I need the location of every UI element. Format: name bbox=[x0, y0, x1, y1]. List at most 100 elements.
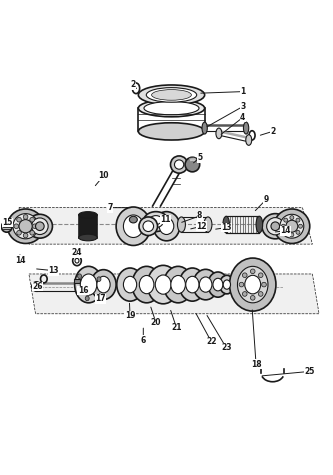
Ellipse shape bbox=[138, 123, 205, 140]
Ellipse shape bbox=[80, 274, 97, 295]
Ellipse shape bbox=[186, 276, 199, 293]
Ellipse shape bbox=[17, 230, 21, 235]
Text: 2: 2 bbox=[270, 127, 275, 136]
Polygon shape bbox=[19, 208, 312, 244]
Ellipse shape bbox=[219, 276, 234, 294]
Ellipse shape bbox=[202, 122, 207, 134]
Text: 10: 10 bbox=[98, 171, 109, 180]
Ellipse shape bbox=[267, 218, 284, 235]
Ellipse shape bbox=[36, 222, 44, 230]
Bar bbox=[79, 215, 97, 238]
Ellipse shape bbox=[14, 224, 19, 228]
Ellipse shape bbox=[284, 218, 288, 222]
Ellipse shape bbox=[290, 216, 294, 219]
Ellipse shape bbox=[250, 269, 255, 274]
Ellipse shape bbox=[85, 296, 89, 301]
Ellipse shape bbox=[245, 276, 261, 294]
Text: 12: 12 bbox=[196, 222, 207, 231]
Ellipse shape bbox=[23, 233, 28, 238]
Ellipse shape bbox=[242, 292, 247, 296]
Ellipse shape bbox=[174, 160, 184, 169]
Text: 21: 21 bbox=[171, 323, 182, 332]
Text: 23: 23 bbox=[221, 343, 231, 352]
Text: 25: 25 bbox=[304, 367, 314, 376]
Text: 13: 13 bbox=[49, 266, 59, 275]
Bar bbox=[226, 216, 259, 233]
Ellipse shape bbox=[30, 218, 35, 222]
Ellipse shape bbox=[147, 266, 179, 304]
Ellipse shape bbox=[33, 224, 37, 228]
Ellipse shape bbox=[177, 217, 185, 232]
Bar bbox=[74, 279, 80, 283]
Ellipse shape bbox=[91, 270, 116, 300]
Ellipse shape bbox=[130, 216, 137, 223]
Text: 15: 15 bbox=[2, 218, 13, 227]
Ellipse shape bbox=[185, 157, 200, 172]
Ellipse shape bbox=[208, 272, 228, 297]
Text: 19: 19 bbox=[125, 311, 135, 320]
Text: 24: 24 bbox=[72, 248, 82, 257]
Ellipse shape bbox=[152, 90, 191, 100]
Text: 26: 26 bbox=[33, 282, 43, 291]
Text: 8: 8 bbox=[197, 211, 202, 220]
Ellipse shape bbox=[155, 275, 171, 294]
Ellipse shape bbox=[159, 218, 174, 235]
Ellipse shape bbox=[286, 220, 298, 232]
Ellipse shape bbox=[298, 224, 302, 228]
Text: 14: 14 bbox=[280, 227, 290, 236]
Ellipse shape bbox=[250, 295, 255, 300]
Ellipse shape bbox=[139, 217, 158, 236]
Text: 2: 2 bbox=[131, 80, 136, 89]
Text: 18: 18 bbox=[251, 360, 261, 369]
Ellipse shape bbox=[79, 212, 97, 218]
Ellipse shape bbox=[280, 214, 304, 238]
Ellipse shape bbox=[78, 274, 82, 278]
Ellipse shape bbox=[237, 266, 268, 303]
Ellipse shape bbox=[32, 282, 42, 292]
Ellipse shape bbox=[179, 268, 206, 301]
Ellipse shape bbox=[296, 218, 300, 222]
Text: 1: 1 bbox=[240, 87, 245, 96]
Ellipse shape bbox=[23, 215, 28, 219]
Text: 11: 11 bbox=[161, 215, 171, 224]
Text: 14: 14 bbox=[15, 256, 25, 265]
Ellipse shape bbox=[242, 273, 247, 277]
Text: 3: 3 bbox=[240, 102, 245, 111]
Ellipse shape bbox=[256, 216, 263, 233]
Ellipse shape bbox=[290, 233, 294, 237]
Ellipse shape bbox=[284, 230, 288, 234]
Ellipse shape bbox=[27, 214, 53, 238]
Ellipse shape bbox=[258, 292, 263, 296]
Ellipse shape bbox=[32, 218, 48, 235]
Ellipse shape bbox=[170, 156, 188, 173]
Ellipse shape bbox=[274, 209, 310, 244]
Ellipse shape bbox=[164, 266, 193, 303]
Ellipse shape bbox=[281, 224, 285, 228]
Text: 13: 13 bbox=[221, 223, 232, 232]
Ellipse shape bbox=[30, 230, 35, 235]
Ellipse shape bbox=[153, 212, 180, 241]
Text: 4: 4 bbox=[240, 113, 245, 122]
Ellipse shape bbox=[97, 277, 101, 282]
Polygon shape bbox=[29, 274, 319, 314]
Text: 5: 5 bbox=[197, 153, 202, 162]
Ellipse shape bbox=[229, 258, 276, 311]
Ellipse shape bbox=[117, 268, 143, 301]
Text: 17: 17 bbox=[95, 294, 106, 304]
Ellipse shape bbox=[262, 282, 266, 287]
Ellipse shape bbox=[1, 221, 12, 232]
Ellipse shape bbox=[116, 207, 151, 246]
Ellipse shape bbox=[144, 102, 199, 115]
Ellipse shape bbox=[17, 218, 21, 222]
Ellipse shape bbox=[204, 217, 212, 232]
Ellipse shape bbox=[139, 276, 154, 294]
Ellipse shape bbox=[7, 209, 44, 244]
Ellipse shape bbox=[124, 215, 143, 238]
Ellipse shape bbox=[258, 273, 263, 277]
Ellipse shape bbox=[138, 85, 205, 105]
Ellipse shape bbox=[132, 266, 161, 303]
Ellipse shape bbox=[79, 234, 97, 241]
Ellipse shape bbox=[223, 216, 229, 233]
Text: 9: 9 bbox=[263, 195, 269, 204]
Ellipse shape bbox=[243, 122, 249, 134]
